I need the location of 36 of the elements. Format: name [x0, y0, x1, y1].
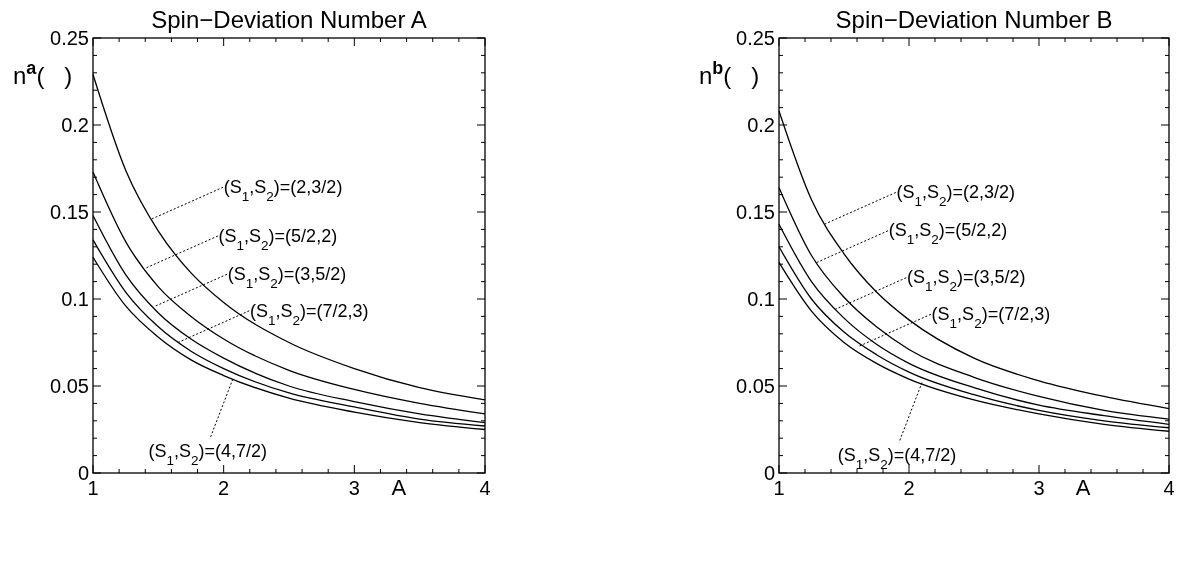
x-axis-title: A	[1075, 475, 1091, 500]
chart-title: Spin−Deviation Number B	[835, 6, 1113, 33]
x-tick-label: 3	[348, 477, 360, 499]
y-tick-label: 0.05	[50, 375, 89, 397]
annotation: (S$_{1}$,S$_{2}$)=(7/2,3)	[931, 303, 1051, 331]
y-tick-label: 0.25	[50, 27, 89, 49]
annotation: (S$_{1}$,S$_{2}$)=(4,7/2)	[148, 441, 268, 468]
x-tick-label: 2	[218, 477, 230, 499]
y-tick-label: 0	[763, 462, 775, 484]
x-axis-title: A	[391, 475, 407, 500]
annotation: (S$_{1}$,S$_{2}$)=(7/2,3)	[249, 300, 369, 327]
x-tick-label: 3	[1033, 477, 1045, 499]
y-tick-label: 0.15	[50, 201, 89, 223]
y-tick-label: 0.2	[61, 114, 89, 136]
chart-title: Spin−Deviation Number A	[151, 6, 427, 33]
x-tick-label: 4	[1163, 477, 1175, 499]
annotation: (S$_{1}$,S$_{2}$)=(3,5/2)	[227, 263, 347, 291]
y-tick-label: 0.05	[736, 375, 775, 397]
y-axis-title: n$^{a}$( )	[13, 58, 73, 89]
y-tick-label: 0.1	[747, 288, 775, 310]
annotation: (S$_{1}$,S$_{2}$)=(5/2,2)	[888, 220, 1008, 247]
annotation: (S$_{1}$,S$_{2}$)=(2,3/2)	[223, 176, 343, 204]
annotation: (S$_{1}$,S$_{2}$)=(5/2,2)	[218, 225, 338, 253]
y-tick-label: 0	[77, 462, 89, 484]
y-tick-label: 0.1	[61, 288, 89, 310]
x-tick-label: 1	[87, 477, 99, 499]
y-tick-label: 0.2	[747, 114, 775, 136]
y-tick-label: 0.15	[736, 201, 775, 223]
x-tick-label: 2	[903, 477, 915, 499]
y-tick-label: 0.25	[736, 27, 775, 49]
y-axis-title: n$^{b}$( )	[699, 58, 760, 89]
annotation: (S$_{1}$,S$_{2}$)=(3,5/2)	[906, 267, 1026, 294]
x-tick-label: 1	[773, 477, 785, 499]
annotation: (S$_{1}$,S$_{2}$)=(2,3/2)	[896, 182, 1016, 209]
annotation: (S$_{1}$,S$_{2}$)=(4,7/2)	[837, 444, 957, 472]
x-tick-label: 4	[479, 477, 491, 499]
